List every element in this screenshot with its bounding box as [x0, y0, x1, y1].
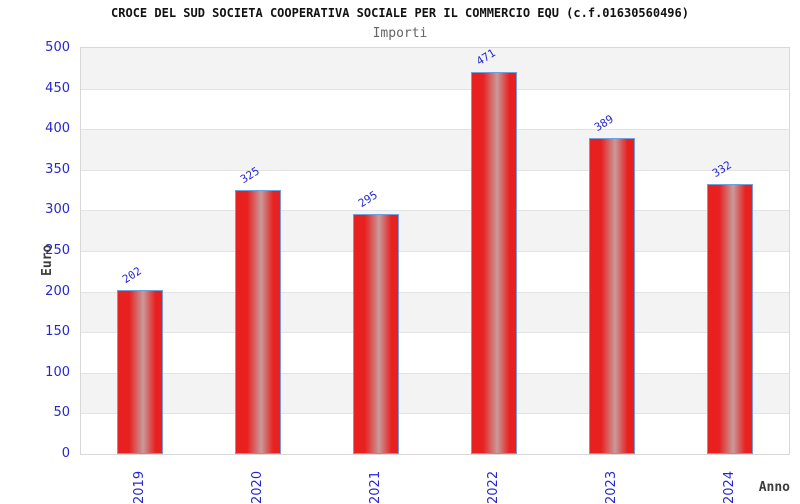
y-tick-label: 300 — [45, 202, 70, 218]
y-tick-label: 350 — [45, 161, 70, 177]
y-tick-label: 100 — [45, 364, 70, 380]
gridline — [81, 169, 789, 171]
grid-band — [81, 251, 789, 292]
gridline — [81, 332, 789, 334]
grid-band — [81, 210, 789, 251]
y-tick-label: 50 — [53, 405, 70, 421]
x-tick-label: 2021 — [368, 470, 383, 504]
gridline — [81, 129, 789, 131]
bar — [117, 289, 163, 454]
grid-band — [81, 413, 789, 454]
x-tick-label: 2023 — [604, 470, 619, 504]
bar — [589, 138, 635, 454]
chart-subtitle: Importi — [372, 26, 428, 41]
gridline — [81, 88, 789, 90]
gridline — [81, 210, 789, 212]
grid-band — [81, 129, 789, 170]
x-tick-label: 2024 — [722, 470, 737, 504]
bar — [471, 71, 517, 454]
grid-band — [81, 169, 789, 211]
gridline — [81, 413, 789, 415]
y-tick-label: 400 — [45, 121, 70, 137]
grid-band — [81, 48, 789, 89]
bar — [235, 190, 281, 454]
grid-band — [81, 88, 789, 130]
bar — [353, 214, 399, 454]
x-tick-label: 2019 — [132, 470, 147, 504]
y-tick-label: 150 — [45, 324, 70, 340]
chart-title: CROCE DEL SUD SOCIETA COOPERATIVA SOCIAL… — [111, 6, 689, 20]
grid-band — [81, 372, 789, 414]
y-axis-title: Euro — [40, 244, 55, 276]
x-axis-title: Anno — [758, 480, 790, 495]
x-tick-label: 2020 — [250, 470, 265, 504]
gridline — [81, 291, 789, 293]
bar — [707, 184, 753, 454]
grid-band — [81, 332, 789, 373]
x-tick-label: 2022 — [486, 470, 501, 504]
plot-area: 202 325 295 471 389 332 — [80, 46, 790, 455]
y-tick-label: 500 — [45, 40, 70, 55]
gridline — [81, 372, 789, 374]
gridline — [81, 251, 789, 252]
y-tick-label: 0 — [61, 446, 70, 461]
y-tick-label: 200 — [45, 283, 70, 299]
y-tick-label: 450 — [45, 80, 70, 96]
grid-band — [81, 291, 789, 333]
y-tick-label: 250 — [45, 243, 70, 258]
